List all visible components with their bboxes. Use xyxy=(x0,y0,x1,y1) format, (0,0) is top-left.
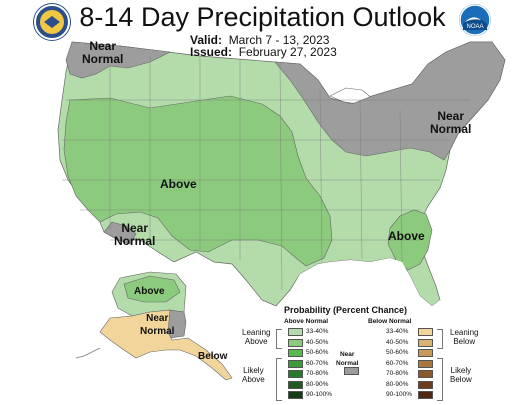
legend-above-swatch xyxy=(288,391,303,399)
legend-leaning-above: Leaning Above xyxy=(242,328,271,346)
noaa-bird-icon: NOAA xyxy=(459,4,491,36)
legend-bracket-likely-above xyxy=(276,358,282,401)
label-near-normal-sw: Near Normal xyxy=(114,221,156,248)
legend-title: Probability (Percent Chance) xyxy=(284,305,408,315)
legend-near-normal-swatch xyxy=(344,367,359,375)
legend-below-swatch xyxy=(418,391,433,399)
label-near-normal-nw: Near Normal xyxy=(82,39,124,66)
below-ak-region xyxy=(99,309,233,381)
legend-bracket-likely-below xyxy=(437,358,443,401)
legend-above-range-label: 50-60% xyxy=(306,349,329,356)
legend-below-swatch xyxy=(418,338,433,347)
legend-below-swatch xyxy=(418,380,433,389)
legend-above-range-label: 33-40% xyxy=(306,328,329,335)
noaa-logo-icon: NOAA xyxy=(459,4,491,36)
legend-above-header: Above Normal xyxy=(284,318,329,325)
valid-value: March 7 - 13, 2023 xyxy=(228,33,330,47)
label-above-se: Above xyxy=(388,229,425,243)
legend-below-swatch xyxy=(418,370,433,378)
legend-likely-above: Likely Above xyxy=(242,366,265,384)
legend-bracket-leaning-below xyxy=(437,329,443,349)
label-above-west: Above xyxy=(160,177,197,191)
legend-below-range-label: 33-40% xyxy=(386,328,409,335)
above-west-region xyxy=(63,95,333,267)
legend-leaning-below: Leaning Below xyxy=(450,328,479,346)
valid-line: Valid: March 7 - 13, 2023 xyxy=(190,33,329,47)
issued-value: February 27, 2023 xyxy=(238,45,337,59)
legend-above-range-label: 80-90% xyxy=(306,380,329,388)
label-above-ak: Above xyxy=(134,286,165,297)
gulf-water xyxy=(290,258,446,320)
legend-above-range-label: 90-100% xyxy=(306,391,333,398)
legend-above-swatch xyxy=(288,380,303,389)
legend-above-range-label: 40-50% xyxy=(306,338,329,346)
legend-above-swatch xyxy=(288,370,303,378)
label-near-normal-ne: Near Normal xyxy=(430,109,472,136)
label-near-normal-ak: Near Normal xyxy=(140,313,175,337)
legend-below-range-label: 70-80% xyxy=(386,370,409,377)
legend-above-range-label: 70-80% xyxy=(306,370,329,377)
above-ak-region xyxy=(123,275,181,303)
legend-above-swatch xyxy=(288,328,303,336)
legend-above-range-label: 60-70% xyxy=(306,359,329,367)
issued-label: Issued: xyxy=(190,45,233,59)
legend-near-normal: Near Normal xyxy=(336,351,359,367)
eagle-icon xyxy=(40,10,64,34)
label-below-ak: Below xyxy=(198,351,228,362)
doc-seal-icon xyxy=(34,4,70,40)
legend-below-swatch xyxy=(418,328,433,336)
near-normal-ne-region xyxy=(274,41,506,161)
page-title: 8-14 Day Precipitation Outlook xyxy=(79,2,446,32)
aleutian-islands xyxy=(75,347,101,359)
legend-below-swatch xyxy=(418,359,433,368)
legend-below-range-label: 80-90% xyxy=(386,380,409,388)
legend-above-swatch xyxy=(288,338,303,347)
issued-line: Issued: February 27, 2023 xyxy=(190,45,337,59)
legend-below-range-label: 60-70% xyxy=(386,359,409,367)
legend-likely-below: Likely Below xyxy=(450,366,472,384)
legend-below-swatch xyxy=(418,349,433,357)
legend-above-swatch xyxy=(288,349,303,357)
legend-below-header: Below Normal xyxy=(368,318,412,325)
state-boundaries xyxy=(62,56,470,291)
legend-below-range-label: 50-60% xyxy=(386,349,409,356)
legend-below-range-label: 90-100% xyxy=(386,391,413,398)
legend-bracket-leaning-above xyxy=(276,329,282,349)
noaa-logo-text: NOAA xyxy=(466,24,483,30)
legend: Probability (Percent Chance) Above Norma… xyxy=(240,300,525,405)
legend-below-range-label: 40-50% xyxy=(386,338,409,346)
legend-above-swatch xyxy=(288,359,303,368)
valid-label: Valid: xyxy=(190,33,223,47)
